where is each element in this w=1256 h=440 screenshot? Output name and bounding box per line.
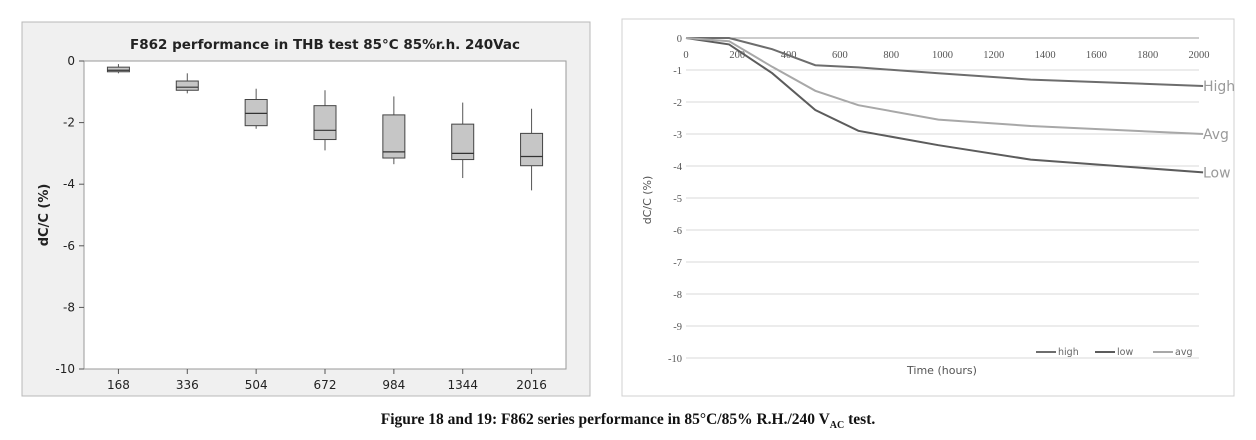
- line-chart-series: [685, 37, 1204, 174]
- caption-text-end: test.: [844, 411, 876, 428]
- line-chart-y-tick-label: -10: [668, 354, 682, 365]
- boxplot-y-tick-label: 0: [67, 54, 75, 68]
- boxplot-y-ticks: 0 -2 -4 -6 -8 -10: [55, 54, 84, 376]
- boxplot-chart: F862 performance in THB test 85°C 85%r.h…: [21, 21, 591, 397]
- caption-subscript: AC: [829, 420, 845, 432]
- line-chart-y-tick-label: -2: [673, 98, 682, 109]
- line-chart-y-axis-label: dC/C (%): [641, 176, 654, 225]
- legend-label-low: low: [1117, 347, 1133, 358]
- line-chart-y-tick-label: -8: [673, 290, 682, 301]
- line-chart-y-tick-label: -1: [673, 66, 682, 77]
- boxplot-x-tick-label: 2016: [516, 378, 547, 392]
- line-series-low: [685, 37, 1204, 174]
- line-chart-y-tick-label: -7: [673, 258, 682, 269]
- boxplot-box: [313, 105, 337, 141]
- boxplot-y-tick-label: -2: [63, 116, 75, 130]
- boxplot-y-tick-label: -10: [55, 362, 75, 376]
- boxplot-y-tick-label: -4: [63, 177, 75, 191]
- boxplot-x-ticks: 168 336 504 672 984 1344 2016: [107, 369, 547, 392]
- line-series-end-label: High: [1203, 79, 1235, 95]
- boxplot-box: [451, 123, 475, 161]
- line-chart-x-tick-label: 2000: [1189, 50, 1210, 61]
- line-chart-x-tick-label: 1400: [1035, 50, 1056, 61]
- legend-label-avg: avg: [1175, 347, 1192, 358]
- boxplot-x-tick-label: 672: [314, 378, 337, 392]
- boxplot-box: [520, 132, 544, 167]
- boxplot-boxes: [106, 64, 544, 191]
- boxplot-box: [382, 114, 406, 159]
- boxplot-box: [106, 66, 130, 73]
- line-chart-y-tick-label: -4: [673, 162, 682, 173]
- line-series-avg: [685, 37, 1204, 135]
- boxplot-x-tick-label: 1344: [447, 378, 478, 392]
- boxplot-x-tick-label: 168: [107, 378, 130, 392]
- boxplot-x-tick-label: 336: [176, 378, 199, 392]
- line-chart-x-tick-label: 800: [883, 50, 899, 61]
- line-chart-x-tick-label: 1800: [1137, 50, 1158, 61]
- boxplot-title: F862 performance in THB test 85°C 85%r.h…: [130, 37, 520, 53]
- line-chart-x-tick-label: 1000: [932, 50, 953, 61]
- line-series-high: [686, 37, 1204, 87]
- line-chart-y-tick-label: -6: [673, 226, 682, 237]
- line-chart-x-tick-label: 1600: [1086, 50, 1107, 61]
- line-chart-y-tick-label: -5: [673, 194, 682, 205]
- legend-label-high: high: [1058, 347, 1079, 358]
- line-chart: 0-1-2-3-4-5-6-7-8-9-10 0 200 400 600 800 1000…: [621, 18, 1235, 397]
- line-chart-x-axis-label: Time (hours): [906, 364, 977, 377]
- caption-text: Figure 18 and 19: F862 series performanc…: [380, 411, 830, 428]
- boxplot-x-tick-label: 984: [382, 378, 405, 392]
- boxplot-x-tick-label: 504: [245, 378, 268, 392]
- line-chart-y-tick-label: 0: [677, 34, 682, 45]
- line-chart-x-tick-label: 0: [683, 50, 688, 61]
- line-chart-frame: [621, 18, 1235, 397]
- line-chart-gridlines: [686, 37, 1199, 359]
- line-chart-legend: high low avg: [1036, 347, 1192, 358]
- boxplot-y-tick-label: -6: [63, 239, 75, 253]
- line-series-end-label: Low: [1203, 165, 1231, 181]
- line-chart-y-ticks: 0 -1 -2 -3 -4 -5 -6 -7 -8 -9 -10: [668, 34, 683, 365]
- line-chart-x-tick-label: 600: [832, 50, 848, 61]
- line-chart-end-labels: High Low Avg: [1203, 79, 1235, 181]
- figure-canvas: F862 performance in THB test 85°C 85%r.h…: [21, 18, 1235, 397]
- line-chart-x-tick-label: 200: [729, 50, 745, 61]
- line-chart-y-tick-label: -3: [673, 130, 682, 141]
- boxplot-box: [175, 80, 199, 91]
- line-series-end-label: Avg: [1203, 127, 1229, 143]
- boxplot-y-tick-label: -8: [63, 300, 75, 314]
- boxplot-box: [244, 99, 268, 127]
- line-chart-x-tick-label: 1200: [983, 50, 1004, 61]
- boxplot-y-axis-label: dC/C (%): [37, 184, 52, 247]
- figure-caption: Figure 18 and 19: F862 series performanc…: [0, 411, 1256, 431]
- line-chart-y-tick-label: -9: [673, 322, 682, 333]
